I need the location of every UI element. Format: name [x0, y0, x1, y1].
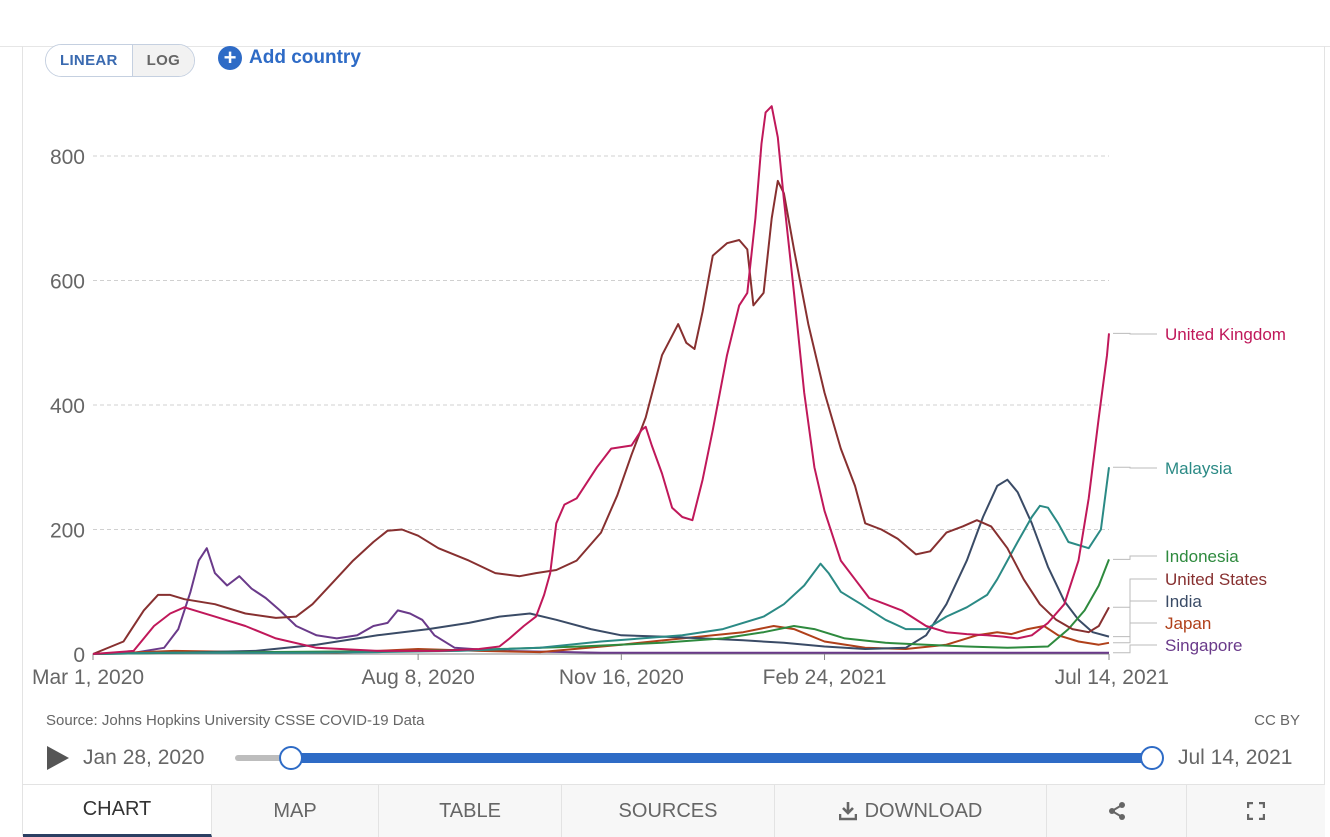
license-link[interactable]: CC BY — [1254, 712, 1300, 729]
line-chart: 0 200 400 600 800 Mar 1, 2020 Aug 8, 2020 Nov … — [32, 105, 1286, 689]
y-tick-label: 200 — [50, 520, 85, 543]
series-line[interactable] — [92, 547, 1109, 655]
share-icon — [1108, 802, 1125, 820]
download-label: DOWNLOAD — [864, 799, 983, 822]
legend-item[interactable]: Malaysia — [1165, 459, 1233, 478]
source-note: Source: Johns Hopkins University CSSE CO… — [46, 712, 425, 729]
y-tick-label: 600 — [50, 271, 85, 294]
tab-map[interactable]: MAP — [212, 785, 379, 837]
legend-leader — [1113, 622, 1157, 644]
series-line[interactable] — [92, 478, 1110, 655]
legend-item[interactable]: Japan — [1165, 614, 1211, 633]
fullscreen-icon — [1247, 802, 1265, 820]
tab-bar: CHART MAP TABLE SOURCES DOWNLOAD — [23, 784, 1325, 837]
y-tick-label: 800 — [50, 146, 85, 169]
scale-toggle: LINEAR LOG — [45, 44, 196, 77]
tab-download[interactable]: DOWNLOAD — [775, 785, 1047, 837]
fullscreen-button[interactable] — [1187, 785, 1325, 837]
timeline-range — [291, 753, 1152, 763]
series-line[interactable] — [92, 467, 1110, 655]
x-tick-label: Jul 14, 2021 — [1055, 666, 1169, 689]
tab-table[interactable]: TABLE — [379, 785, 562, 837]
x-tick-label: Feb 24, 2021 — [763, 666, 887, 689]
log-button[interactable]: LOG — [132, 45, 195, 76]
legend-leader — [1113, 332, 1157, 335]
series-lines — [92, 105, 1110, 655]
series-line[interactable] — [92, 179, 1110, 655]
series-line[interactable] — [92, 559, 1110, 655]
x-tick-label: Nov 16, 2020 — [559, 666, 684, 689]
legend-item[interactable]: United States — [1165, 570, 1267, 589]
add-country-button[interactable]: + Add country — [218, 46, 361, 70]
series-line[interactable] — [92, 105, 1110, 655]
legend-item[interactable]: Singapore — [1165, 636, 1243, 655]
tab-sources[interactable]: SOURCES — [562, 785, 775, 837]
timeline-end-date: Jul 14, 2021 — [1178, 746, 1293, 769]
plus-circle-icon: + — [218, 46, 242, 70]
chart-frame — [22, 46, 1325, 836]
tab-chart[interactable]: CHART — [23, 785, 212, 837]
legend-leader — [1113, 555, 1157, 560]
grid — [93, 155, 1109, 655]
timeline-start-date: Jan 28, 2020 — [83, 746, 205, 769]
legend-leader — [1113, 600, 1157, 638]
x-tick-label: Mar 1, 2020 — [32, 666, 144, 689]
timeline-start-handle[interactable] — [279, 746, 303, 770]
timeline-end-handle[interactable] — [1140, 746, 1164, 770]
y-tick-label: 400 — [50, 395, 85, 418]
y-axis: 0 200 400 600 800 — [50, 146, 85, 667]
add-country-label: Add country — [249, 47, 361, 68]
download-icon — [838, 802, 857, 821]
x-tick-label: Aug 8, 2020 — [361, 666, 474, 689]
legend-item[interactable]: United Kingdom — [1165, 325, 1286, 344]
legend-leader — [1113, 578, 1157, 608]
legend: United Kingdom Malaysia Indonesia United St… — [1113, 325, 1286, 655]
play-icon[interactable] — [47, 746, 69, 770]
x-axis: Mar 1, 2020 Aug 8, 2020 Nov 16, 2020 Feb 24… — [32, 654, 1169, 689]
y-tick-label: 0 — [73, 644, 85, 667]
legend-item[interactable]: Indonesia — [1165, 547, 1239, 566]
legend-leader — [1113, 466, 1157, 469]
top-divider — [0, 46, 1330, 47]
share-button[interactable] — [1047, 785, 1187, 837]
legend-leader — [1113, 644, 1157, 654]
legend-item[interactable]: India — [1165, 592, 1202, 611]
linear-button[interactable]: LINEAR — [46, 45, 133, 76]
